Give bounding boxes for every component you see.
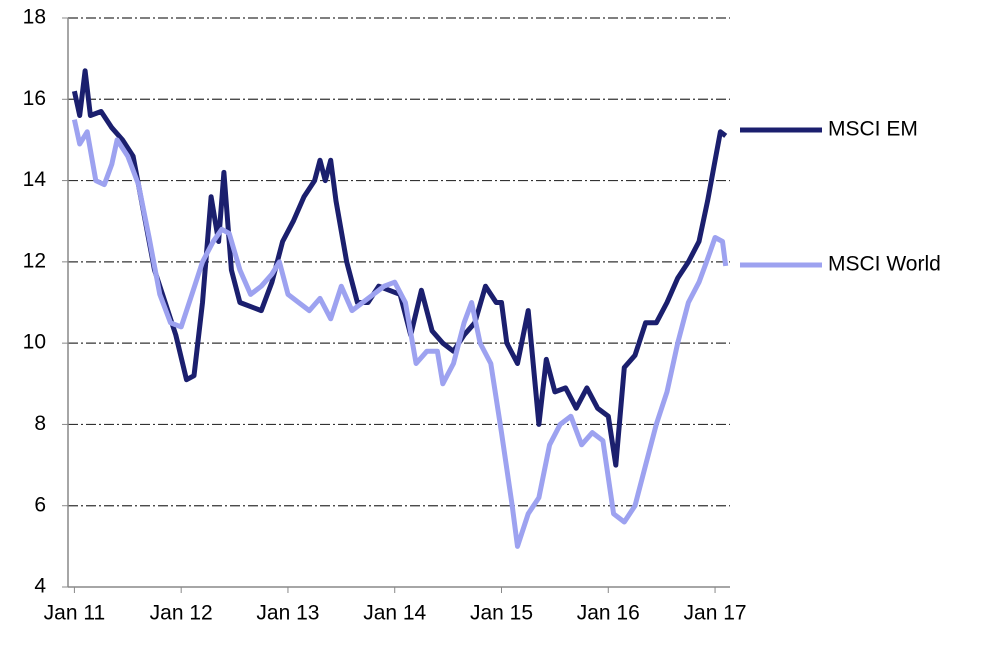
x-tick-label: Jan 14 (363, 602, 426, 625)
y-tick-label: 14 (23, 168, 47, 191)
y-tick-label: 4 (34, 575, 46, 598)
y-tick-label: 16 (23, 87, 46, 110)
x-tick-label: Jan 17 (684, 602, 747, 625)
x-tick-label: Jan 15 (470, 602, 533, 625)
series-line (71, 119, 729, 549)
x-tick-label: Jan 12 (150, 602, 213, 625)
x-tick-label: Jan 13 (256, 602, 319, 625)
legend-label: MSCI World (828, 253, 941, 276)
y-tick-label: 10 (23, 331, 46, 354)
series-line (71, 68, 728, 468)
y-tick-label: 12 (23, 249, 46, 272)
x-tick-label: Jan 11 (44, 602, 106, 625)
y-tick-label: 8 (34, 412, 46, 435)
y-tick-label: 6 (34, 493, 46, 516)
x-tick-label: Jan 16 (577, 602, 640, 625)
y-tick-label: 18 (23, 6, 46, 29)
legend-label: MSCI EM (828, 118, 918, 141)
